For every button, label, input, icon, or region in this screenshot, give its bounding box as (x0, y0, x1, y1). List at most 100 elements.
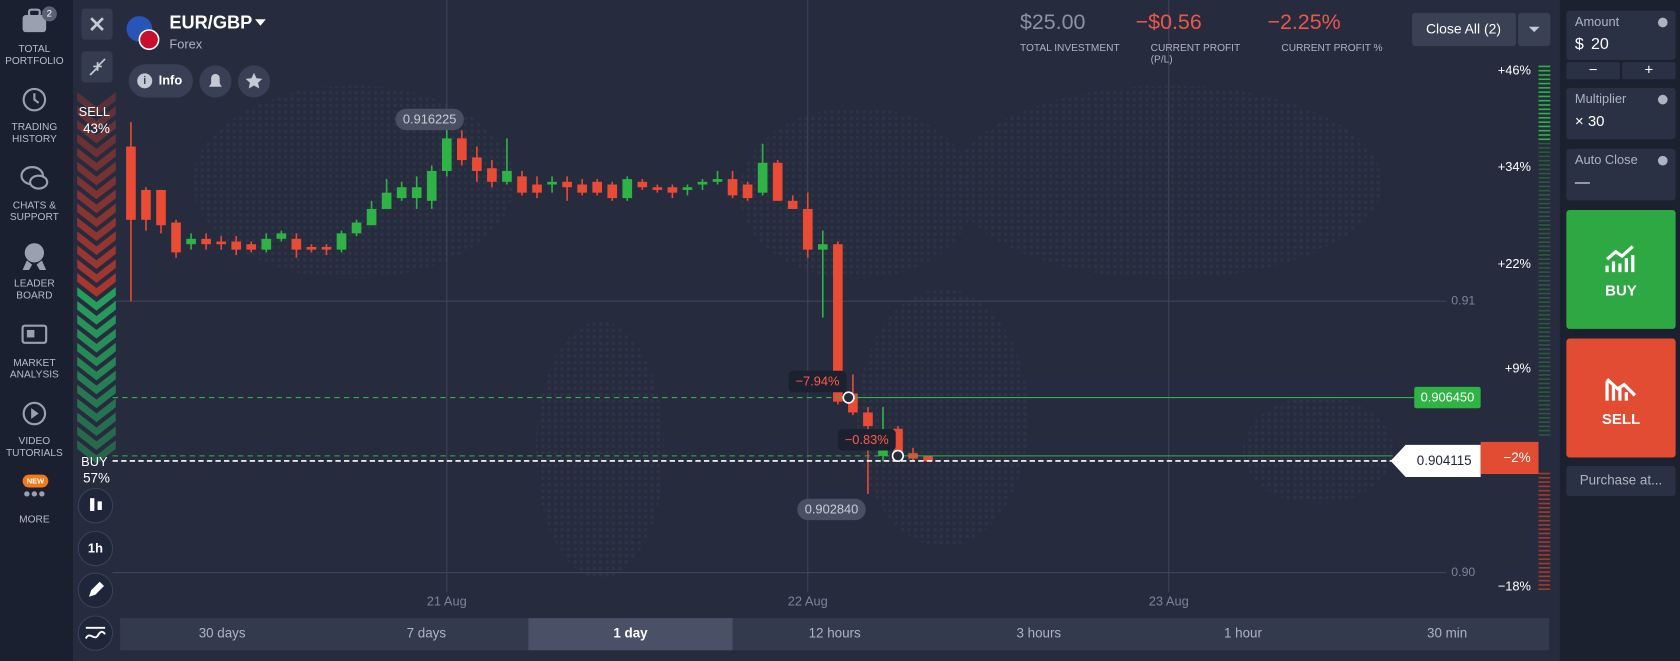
candle-body (833, 244, 843, 402)
buy-sentiment: 57% (83, 470, 110, 485)
chats-item[interactable]: CHATS & SUPPORT (10, 166, 59, 223)
deal-price-box (1414, 386, 1481, 409)
close-all-button[interactable]: Close All (2) (1412, 12, 1516, 47)
timeframe-button[interactable]: 1h (77, 530, 114, 567)
alert-button[interactable] (199, 65, 232, 98)
candle-body (321, 246, 332, 250)
candle-body (923, 455, 933, 462)
candle-body (622, 179, 633, 199)
chevron (77, 175, 116, 200)
candle-body (216, 241, 226, 245)
multiplier-field[interactable]: Multiplier × 30 (1566, 87, 1676, 140)
close-all-menu[interactable] (1518, 12, 1551, 47)
draw-button[interactable] (77, 572, 114, 608)
chevron (77, 245, 116, 269)
chevron (77, 231, 116, 255)
period-button[interactable]: 1 hour (1224, 626, 1262, 641)
period-button[interactable]: 30 min (1427, 626, 1467, 641)
candle-body (863, 412, 873, 427)
grid: 0.90 0.91 21 Aug 22 Aug 23 Aug +46% +34% +22% +9… (112, 0, 1551, 608)
field-label: Auto Close (1575, 152, 1638, 167)
auto-close: — (1575, 174, 1590, 191)
period-button[interactable]: 30 days (199, 626, 246, 641)
current-price: 0.904115 (1417, 453, 1472, 468)
amount-field[interactable]: Amount $ 20 (1566, 10, 1676, 60)
sidebar (0, 0, 73, 661)
chevron (77, 133, 116, 158)
candle-body (487, 168, 497, 182)
analysis-item[interactable]: MARKET ANALYSIS (10, 324, 59, 381)
minus-button[interactable]: − (1566, 62, 1620, 80)
chevron (77, 161, 116, 186)
chevron (77, 217, 116, 242)
period-label: 3 hours (1016, 626, 1061, 641)
stat-value: −$0.56 (1136, 10, 1202, 34)
indicator-button[interactable] (77, 615, 114, 651)
amount: 20 (1591, 35, 1609, 53)
deal-profit: −7.94% (796, 373, 840, 388)
collapse-button[interactable] (81, 51, 113, 83)
favorite-button[interactable] (237, 65, 271, 98)
period-label: 30 min (1427, 626, 1467, 641)
video-item[interactable]: VIDEO TUTORIALS (6, 401, 63, 459)
menu-label: BOARD (16, 290, 52, 301)
info-button[interactable]: i Info (128, 64, 193, 98)
period-button[interactable]: 3 hours (1016, 626, 1061, 641)
multiplier: × 30 (1575, 113, 1605, 130)
chevron (77, 398, 116, 423)
stat-value: $25.00 (1020, 10, 1086, 34)
leaderboard-item[interactable]: LEADER BOARD (14, 243, 55, 301)
sentiment-gauge (77, 92, 116, 464)
portfolio-item[interactable]: 2 TOTAL PORTFOLIO (5, 6, 64, 67)
sell-button[interactable]: SELL (1566, 338, 1676, 458)
candle-body (426, 170, 437, 201)
stat-label: (P/L) (1151, 55, 1173, 66)
period-button[interactable]: 7 days (407, 626, 447, 641)
candle-body (291, 238, 302, 250)
deal-marker[interactable] (842, 391, 855, 404)
active-period (528, 618, 733, 651)
menu-label: HISTORY (12, 134, 57, 145)
current-profit-box (1480, 441, 1539, 475)
chevron (77, 412, 116, 437)
history-item[interactable]: TRADING HISTORY (12, 87, 58, 145)
timeframe-label: 1h (88, 540, 103, 555)
field-label: Multiplier (1575, 91, 1627, 106)
period-button[interactable]: 1 day (528, 618, 733, 651)
candle-body (712, 179, 723, 182)
deal-bubble (837, 429, 896, 451)
buy-button[interactable]: BUY (1566, 209, 1676, 329)
plus-button[interactable]: + (1622, 62, 1676, 80)
period-button[interactable]: 12 hours (809, 626, 861, 641)
chevron (77, 259, 116, 283)
purchase-at-button[interactable]: Purchase at... (1566, 466, 1676, 497)
candle-body (682, 187, 693, 190)
stat: −$0.56 CURRENT PROFIT (P/L) (1136, 10, 1241, 65)
candle-body (652, 187, 663, 190)
candle-body (802, 208, 813, 250)
candle-body (141, 189, 151, 220)
y2-tick-label: +34% (1498, 159, 1531, 174)
overlay: −7.94% 0.906450 −0.83% 0.904115 −2% 0.916225 0… (112, 108, 1539, 521)
chevron (77, 119, 116, 144)
badge: 2 (47, 8, 52, 19)
deal-marker[interactable] (891, 449, 905, 463)
candle-body (742, 184, 753, 199)
candle-body (562, 181, 572, 188)
minus-label: − (1589, 62, 1598, 79)
candle-body (126, 146, 136, 220)
chart-type-button[interactable] (77, 487, 114, 524)
auto-close-field[interactable]: Auto Close — (1566, 148, 1676, 201)
close-chart-button[interactable] (81, 8, 113, 40)
candle-body (607, 184, 618, 199)
period-label: 1 hour (1224, 626, 1262, 641)
info-label: Info (159, 72, 183, 87)
menu-label: MORE (19, 514, 50, 525)
asset-selector[interactable]: EUR/GBP Forex (126, 12, 266, 51)
more-item[interactable]: NEW MORE (19, 474, 50, 526)
candle-body (366, 208, 377, 226)
period-label: 7 days (407, 626, 447, 641)
menu-label: SUPPORT (10, 212, 59, 223)
